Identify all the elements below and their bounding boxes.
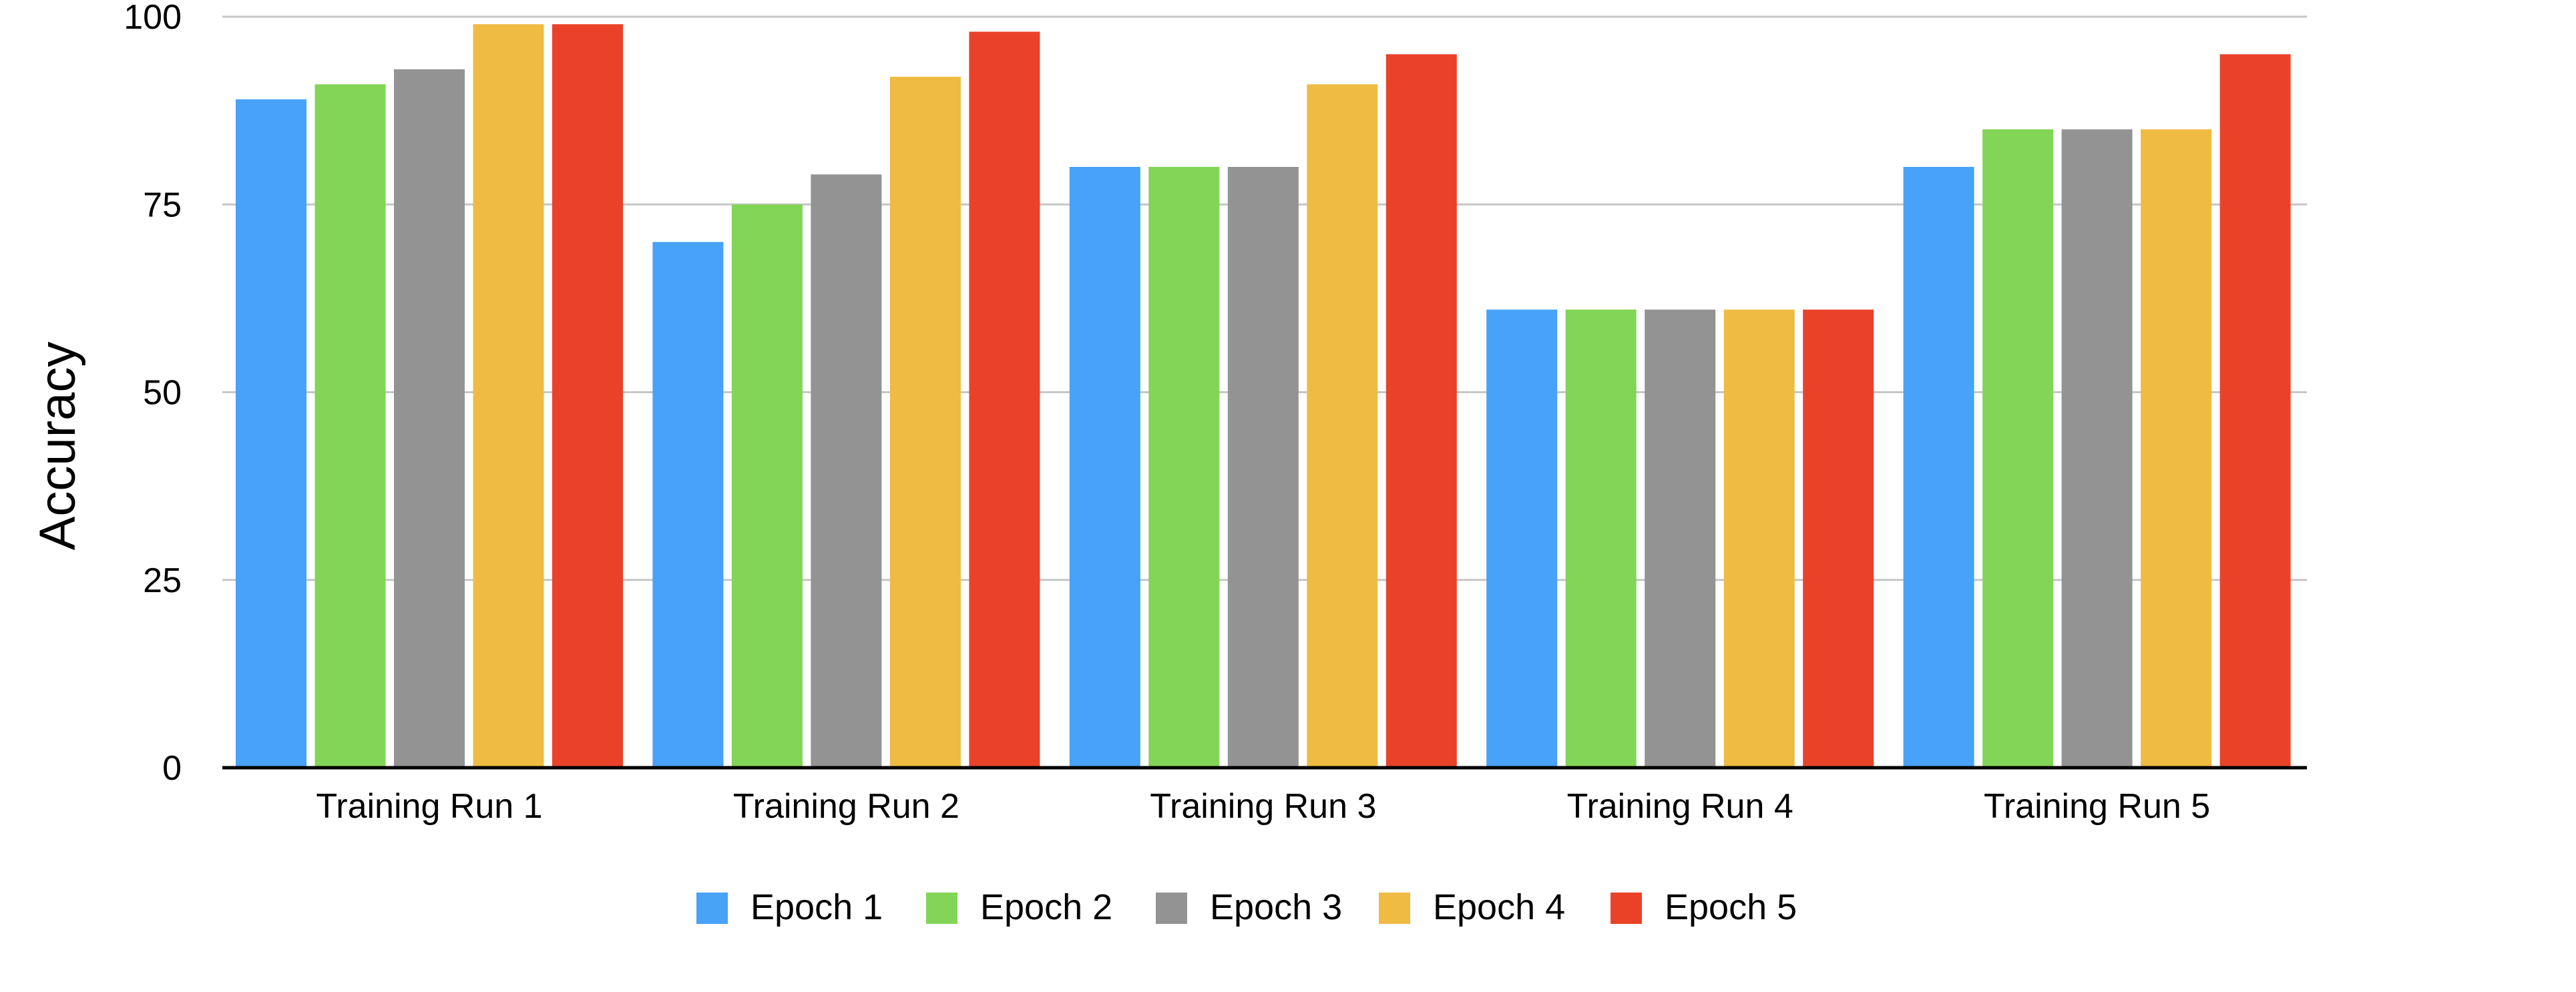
x-tick-label: Training Run 3 xyxy=(1150,787,1376,826)
legend-item: Epoch 5 xyxy=(1611,887,1797,927)
bar xyxy=(1903,167,1974,768)
legend-label: Epoch 3 xyxy=(1210,887,1342,927)
bar xyxy=(1723,309,1795,768)
x-tick-labels: Training Run 1 Training Run 2 Training Run… xyxy=(316,787,2210,826)
legend-swatch xyxy=(1611,893,1642,924)
bar xyxy=(1307,84,1378,768)
bar xyxy=(1982,129,2054,768)
x-tick-label: Training Run 5 xyxy=(1984,787,2210,826)
bar xyxy=(652,242,724,768)
bar xyxy=(2141,129,2212,768)
legend-item: Epoch 4 xyxy=(1379,887,1565,927)
bar xyxy=(811,174,882,768)
legend-swatch xyxy=(926,893,957,924)
bar xyxy=(1645,309,1716,768)
bar xyxy=(552,24,623,768)
legend-item: Epoch 1 xyxy=(696,887,883,927)
legend-item: Epoch 3 xyxy=(1156,887,1342,927)
y-tick-label: 75 xyxy=(143,186,182,224)
bar xyxy=(1803,309,1874,768)
legend-label: Epoch 5 xyxy=(1665,887,1797,927)
bar xyxy=(889,77,961,768)
bar xyxy=(1385,54,1457,768)
bar xyxy=(731,204,803,768)
y-tick-label: 25 xyxy=(143,561,182,600)
y-tick-labels: 0 25 50 75 100 xyxy=(124,0,182,788)
legend-item: Epoch 2 xyxy=(926,887,1112,927)
y-axis-title: Accuracy xyxy=(29,342,86,551)
legend-label: Epoch 4 xyxy=(1433,887,1565,927)
bar xyxy=(1227,167,1299,768)
bar xyxy=(314,84,386,768)
legend: Epoch 1 Epoch 2 Epoch 3 Epoch 4 Epoch 5 xyxy=(696,887,1797,927)
legend-swatch xyxy=(1379,893,1410,924)
bar xyxy=(1148,167,1220,768)
bar xyxy=(1486,309,1558,768)
y-tick-label: 100 xyxy=(124,0,182,37)
legend-swatch xyxy=(1156,893,1187,924)
bar xyxy=(1069,167,1140,768)
bar xyxy=(2061,129,2133,768)
bar xyxy=(236,99,306,768)
legend-label: Epoch 1 xyxy=(750,887,883,927)
legend-label: Epoch 2 xyxy=(980,887,1112,927)
bars xyxy=(236,24,2291,768)
bar xyxy=(1565,309,1637,768)
y-tick-label: 50 xyxy=(143,374,182,413)
bar xyxy=(2219,54,2291,768)
x-tick-label: Training Run 4 xyxy=(1567,787,1793,826)
legend-swatch xyxy=(696,893,728,924)
x-tick-label: Training Run 1 xyxy=(316,787,542,826)
bar xyxy=(969,31,1040,768)
bar xyxy=(473,24,544,768)
y-tick-label: 0 xyxy=(162,749,182,788)
bar xyxy=(394,69,465,768)
x-tick-label: Training Run 2 xyxy=(733,787,959,826)
